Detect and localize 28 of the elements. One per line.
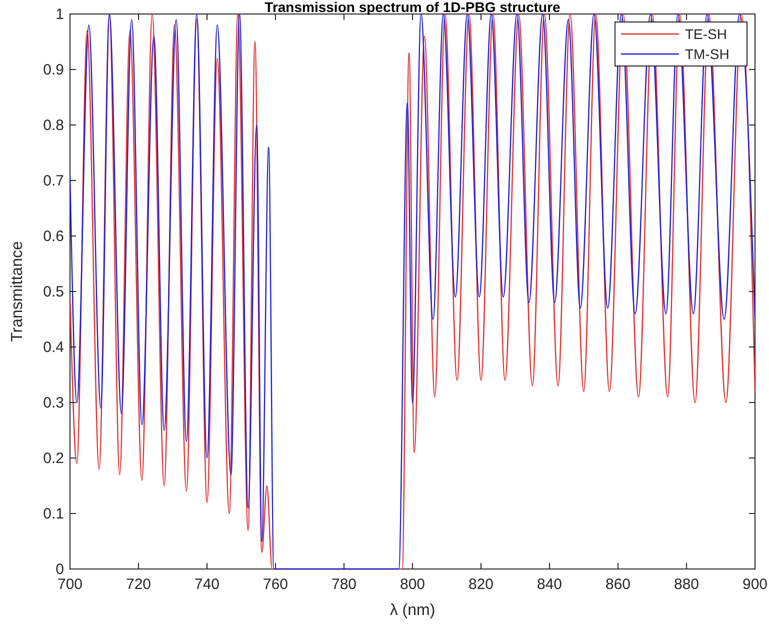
x-tick-label: 840 bbox=[536, 576, 562, 593]
y-tick-label: 0.6 bbox=[43, 228, 64, 245]
x-tick-label: 880 bbox=[674, 576, 700, 593]
y-tick-label: 0.7 bbox=[43, 172, 64, 190]
x-tick-label: 720 bbox=[126, 576, 152, 593]
x-tick-label: 700 bbox=[57, 576, 83, 593]
y-tick-label: 0.5 bbox=[43, 284, 64, 300]
x-tick-label: 900 bbox=[742, 576, 768, 593]
x-axis-title: λ (nm) bbox=[390, 602, 436, 619]
x-tick-label: 860 bbox=[605, 576, 631, 593]
y-tick-label: 0.3 bbox=[43, 394, 64, 412]
legend-label: TE-SH bbox=[685, 26, 727, 42]
x-tick-label: 740 bbox=[194, 576, 220, 593]
chart-title: Transmission spectrum of 1D-PBG structure bbox=[264, 0, 561, 15]
line-series bbox=[70, 13, 755, 570]
y-tick-label: 0.4 bbox=[43, 339, 64, 356]
y-tick-label: 0.1 bbox=[43, 506, 64, 522]
y-tick-label: 0 bbox=[56, 561, 64, 578]
y-tick-label: 0.8 bbox=[43, 117, 64, 134]
y-tick-label: 0.2 bbox=[43, 450, 64, 467]
y-axis-title: Transmittance bbox=[9, 241, 26, 342]
x-tick-label: 820 bbox=[468, 576, 494, 593]
x-tick-label: 760 bbox=[262, 576, 288, 593]
legend-label: TM-SH bbox=[685, 46, 730, 62]
y-tick-label: 1 bbox=[56, 6, 64, 23]
y-tick-label: 0.9 bbox=[43, 62, 64, 78]
x-tick-label: 800 bbox=[400, 576, 426, 593]
x-tick-label: 780 bbox=[331, 576, 357, 593]
